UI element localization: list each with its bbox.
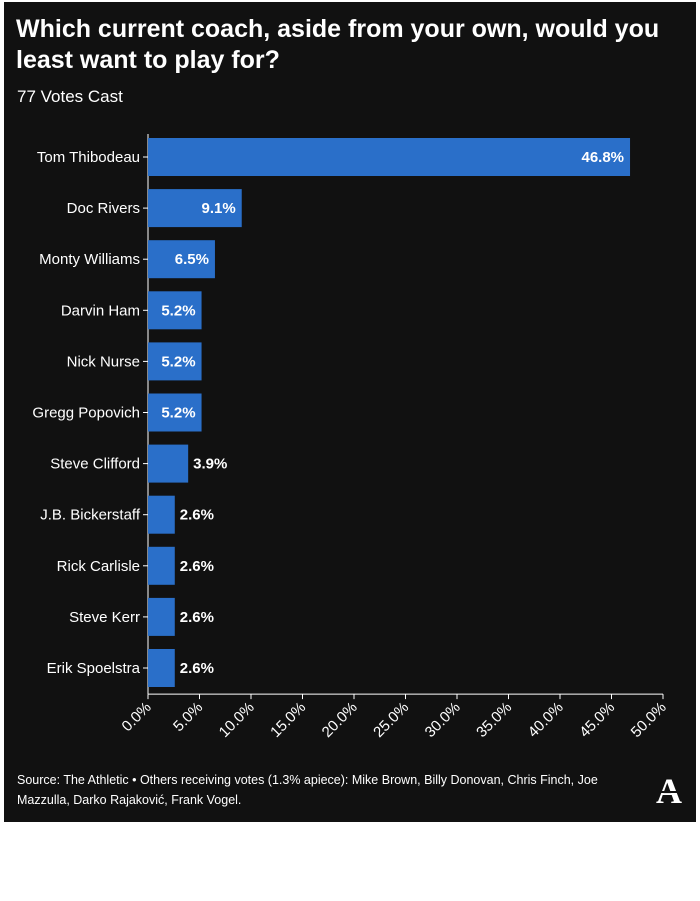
category-label: Gregg Popovich <box>32 405 140 422</box>
bar <box>148 393 202 432</box>
x-tick-label: 40.0% <box>525 699 567 741</box>
category-label: Erik Spoelstra <box>47 660 141 677</box>
data-label: 3.9% <box>193 456 227 473</box>
chart-title: Which current coach, aside from your own… <box>16 15 660 74</box>
x-tick-label: 35.0% <box>473 699 515 741</box>
data-label: 2.6% <box>180 558 214 575</box>
chart-panel: Which current coach, aside from your own… <box>4 2 696 822</box>
data-label: 2.6% <box>180 609 214 626</box>
data-label: 5.2% <box>161 302 195 319</box>
bar <box>148 649 175 687</box>
category-label: Darvin Ham <box>61 302 140 319</box>
bar <box>148 291 202 330</box>
bar <box>148 342 202 381</box>
data-label: 46.8% <box>581 149 624 166</box>
x-tick-label: 20.0% <box>319 699 361 741</box>
data-label: 6.5% <box>175 251 209 268</box>
category-label: Monty Williams <box>39 251 140 268</box>
x-tick-label: 30.0% <box>422 699 464 741</box>
category-label: Doc Rivers <box>67 200 140 217</box>
the-athletic-logo: A <box>655 772 683 808</box>
category-label: Steve Clifford <box>50 456 140 473</box>
data-label: 5.2% <box>161 405 195 422</box>
x-tick-label: 5.0% <box>170 699 206 735</box>
bar <box>148 189 242 228</box>
bar <box>148 546 175 585</box>
category-label: J.B. Bickerstaff <box>40 507 141 524</box>
x-tick-label: 45.0% <box>576 699 618 741</box>
bar <box>148 138 631 176</box>
category-label: Nick Nurse <box>67 353 140 370</box>
x-tick-label: 50.0% <box>628 699 670 741</box>
category-label: Tom Thibodeau <box>37 149 140 166</box>
bar <box>148 240 215 279</box>
source-note: Source: The Athletic • Others receiving … <box>17 773 598 807</box>
x-tick-label: 0.0% <box>119 699 155 735</box>
chart-subtitle: 77 Votes Cast <box>17 87 123 106</box>
bar <box>148 495 175 534</box>
x-tick-label: 15.0% <box>267 699 309 741</box>
page-bottom <box>0 822 700 901</box>
category-label: Steve Kerr <box>69 609 140 626</box>
data-label: 9.1% <box>202 200 236 217</box>
bar-chart: Tom Thibodeau 46.8% Doc Rivers 9.1% Monty Wi… <box>32 134 670 741</box>
category-label: Rick Carlisle <box>57 558 140 575</box>
data-label: 2.6% <box>180 660 214 677</box>
bar <box>148 597 175 636</box>
logo-letter: A <box>656 772 682 808</box>
x-tick-label: 25.0% <box>370 699 412 741</box>
data-label: 5.2% <box>161 353 195 370</box>
x-tick-label: 10.0% <box>216 699 258 741</box>
bar <box>148 444 189 483</box>
data-label: 2.6% <box>180 507 214 524</box>
